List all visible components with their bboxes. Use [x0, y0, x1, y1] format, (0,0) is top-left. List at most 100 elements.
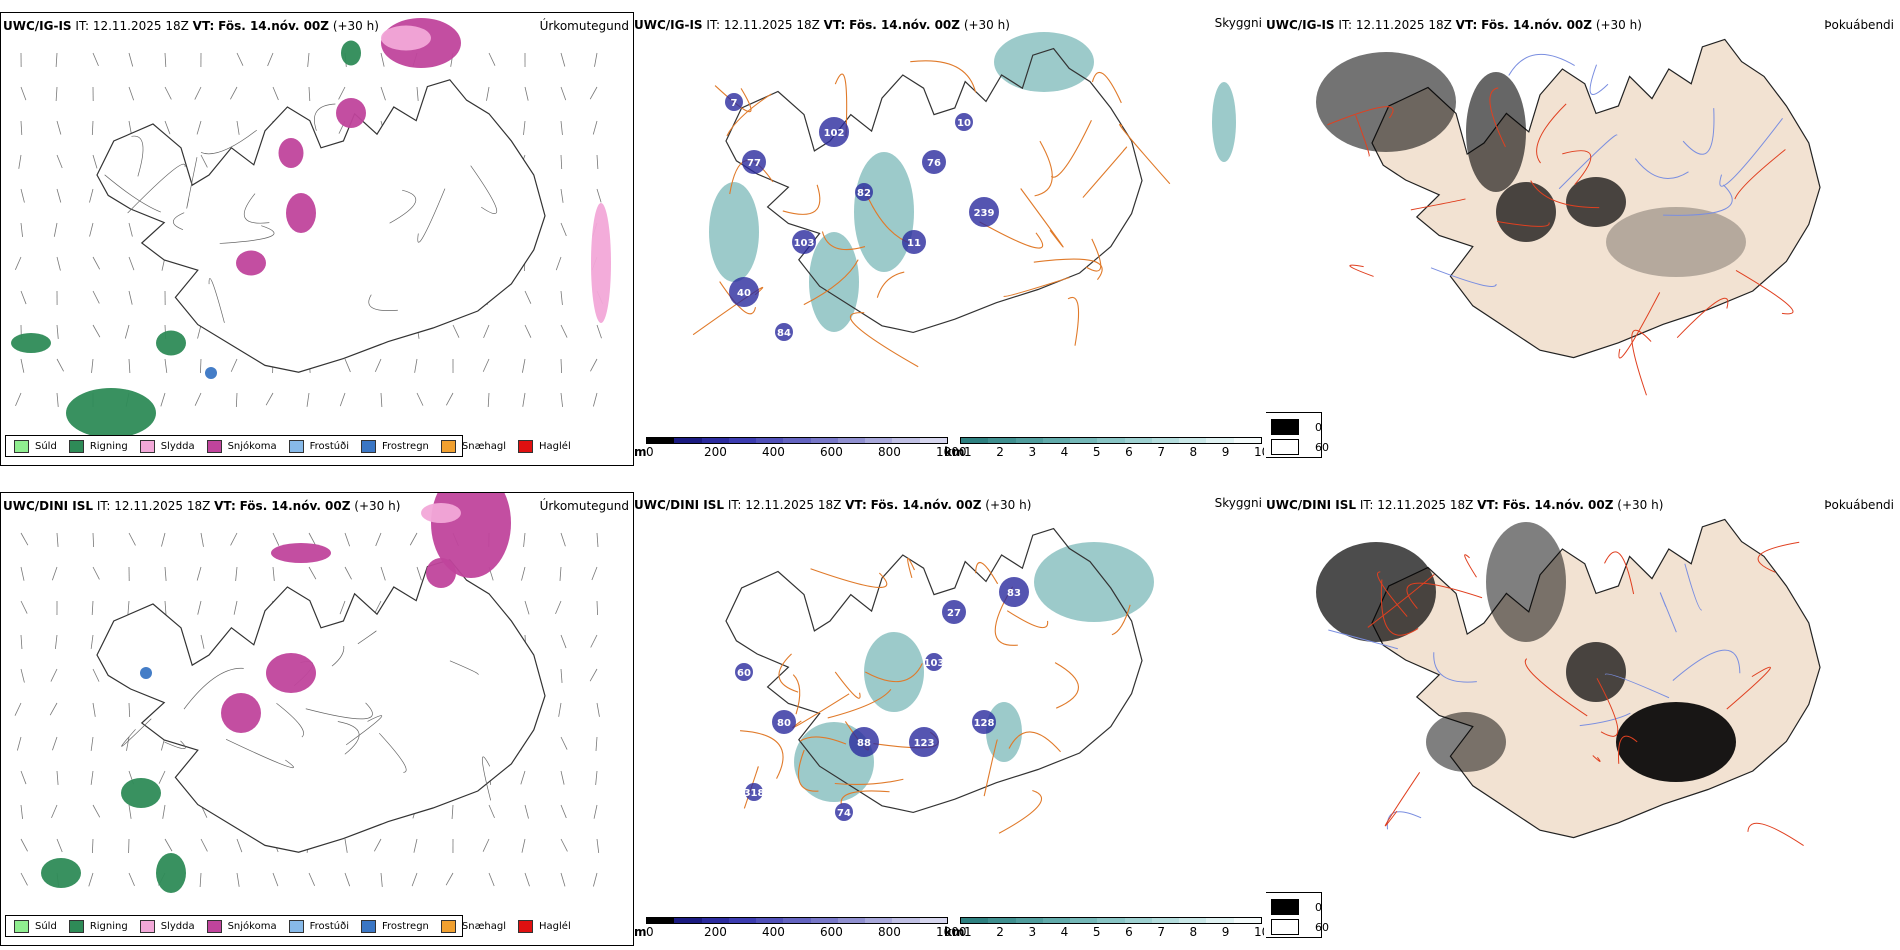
legend-swatch [206, 439, 222, 453]
legend-label: Frostúði [309, 440, 349, 452]
model-name: UWC/IG-IS [634, 18, 703, 32]
lead-time: (+30 h) [1595, 18, 1642, 32]
legend-swatch [361, 439, 376, 453]
legend-item: Rigning [68, 439, 128, 453]
legend-item: Frostregn [361, 439, 429, 453]
scale-step [919, 438, 947, 443]
elevation-label: 84 [777, 328, 791, 339]
lead-time: (+30 h) [1617, 498, 1664, 512]
legend-label: Snjókoma [227, 920, 277, 932]
cloud-legend-item: 0 [1271, 419, 1322, 435]
it-label: IT: [706, 18, 720, 32]
scale-tick-label: 1000 [936, 445, 967, 459]
visibility-panel-top: 7 77 102 82 11 239 84 103 40 10 76 UWC/IG-IS IT: 1… [634, 12, 1264, 464]
cloud-legend-label: 60 [1315, 920, 1329, 934]
scale-step [1097, 918, 1125, 923]
cloud-legend-item: 60 [1271, 919, 1329, 935]
scale-tick-label: 1000 [936, 925, 967, 939]
model-name: UWC/DINI ISL [634, 498, 725, 512]
scale-tick-label: 5 [1092, 445, 1101, 459]
cloud-legend-swatch [1271, 439, 1299, 455]
legend-label: Haglél [539, 440, 571, 452]
scale-step [865, 438, 893, 443]
precip-panel-top: UWC/IG-IS IT: 12.11.2025 18Z VT: Fös. 14… [0, 12, 634, 466]
elevation-label: 7 [731, 98, 738, 109]
elevation-label: 74 [837, 808, 851, 819]
legend-item: Snæhagl [440, 919, 506, 933]
panel-title: UWC/IG-IS IT: 12.11.2025 18Z VT: Fös. 14… [634, 18, 1010, 32]
scale-tick-label: 1 [964, 445, 972, 459]
visibility-map-bottom: 60 80 88 74 128 123 318 27 83 103 [725, 527, 1154, 834]
scale-unit: m [634, 925, 647, 939]
model-name: UWC/IG-IS [3, 19, 72, 33]
legend-item: Slydda [139, 439, 195, 453]
elevation-label: 128 [974, 718, 995, 729]
scale-step [961, 438, 989, 443]
cloud-panel-bottom: UWC/DINI ISL IT: 12.11.2025 18Z VT: Fös.… [1266, 492, 1900, 944]
elevation-label: 80 [777, 718, 791, 729]
visibility-scale-bar [960, 917, 1262, 924]
visibility-title: Skyggni [1214, 16, 1262, 30]
panel-title: UWC/DINI ISL IT: 12.11.2025 18Z VT: Fös.… [3, 499, 400, 513]
scale-tick-label: 9 [1221, 925, 1230, 939]
panel-title: UWC/IG-IS IT: 12.11.2025 18Z VT: Fös. 14… [3, 19, 379, 33]
cloud-legend: 0 60 [1266, 892, 1329, 938]
scale-step [1070, 918, 1098, 923]
elevation-label: 102 [824, 128, 845, 139]
legend-swatch [139, 919, 155, 933]
scale-step [1151, 918, 1180, 923]
scale-step [1179, 438, 1207, 443]
legend-label: Snjókoma [227, 440, 277, 452]
elevation-scale-bar [646, 437, 948, 444]
elevation-scale-bar [646, 917, 948, 924]
legend-swatch [518, 919, 534, 933]
scale-tick-label: 200 [704, 445, 727, 459]
cloud-legend-label: 0 [1315, 420, 1322, 434]
legend-label: Frostregn [382, 440, 429, 452]
scale-step [1124, 918, 1152, 923]
visibility-scale-labels: km1 2 3 4 5 6 7 8 9 10 [944, 445, 1264, 461]
scale-tick-label: 6 [1125, 445, 1133, 459]
legend-item: Haglél [518, 439, 571, 453]
legend-item: Snæhagl [440, 439, 506, 453]
elevation-label: 40 [737, 288, 751, 299]
cloud-legend-swatch [1271, 899, 1299, 915]
elevation-label: 10 [957, 118, 971, 129]
legend-swatch [14, 439, 29, 453]
lead-time: (+30 h) [332, 19, 379, 33]
cloud-legend-swatch [1271, 919, 1299, 935]
cloud-title: Þokuábendi [1824, 498, 1894, 512]
visibility-scale-bar [960, 437, 1262, 444]
scale-step [647, 918, 675, 923]
scale-step [988, 918, 1016, 923]
lead-time: (+30 h) [985, 498, 1032, 512]
legend-item: Snjókoma [206, 439, 277, 453]
scale-step [728, 438, 757, 443]
scale-step [701, 438, 729, 443]
precip-title: Úrkomutegund [539, 499, 629, 513]
elevation-label: 83 [1007, 588, 1021, 599]
vt-value: Fös. 14.nóv. 00Z [1502, 498, 1614, 512]
scale-step [810, 918, 838, 923]
scale-step [674, 438, 702, 443]
scale-tick-label: 400 [762, 445, 785, 459]
vt-label: VT: [214, 499, 236, 513]
vt-value: Fös. 14.nóv. 00Z [239, 499, 351, 513]
legend-swatch [440, 919, 456, 933]
precip-legend: Súld Rigning Slydda Snjókoma Frostúði Frostre… [5, 915, 571, 937]
cloud-legend: 0 60 [1266, 412, 1329, 458]
legend-swatch [440, 439, 456, 453]
cloud-panel-top: UWC/IG-IS IT: 12.11.2025 18Z VT: Fös. 14… [1266, 12, 1900, 464]
scale-step [1206, 918, 1234, 923]
scale-step [756, 918, 784, 923]
elevation-scale-labels: m 0 200 400 600 800 1000 [634, 445, 967, 461]
precip-map-bottom [14, 493, 600, 893]
scale-step [865, 918, 893, 923]
scale-step [1206, 438, 1234, 443]
scale-step [1151, 438, 1180, 443]
cloud-map-top [1316, 38, 1821, 396]
scale-tick-label: 8 [1189, 925, 1198, 939]
scale-step [728, 918, 757, 923]
elevation-label: 318 [744, 788, 765, 799]
